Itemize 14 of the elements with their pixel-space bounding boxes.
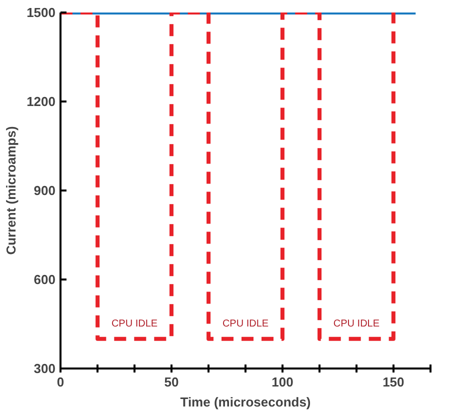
y-tick-label: 900 bbox=[34, 183, 56, 198]
x-tick-label: 50 bbox=[164, 374, 179, 390]
annotation: CPU IDLE bbox=[333, 318, 380, 330]
y-tick-label: 300 bbox=[34, 361, 56, 376]
y-tick-label: 1500 bbox=[26, 5, 56, 20]
y-axis-title: Current (microamps) bbox=[4, 126, 19, 255]
x-tick-label: 100 bbox=[272, 374, 294, 390]
x-tick-label: 150 bbox=[382, 374, 404, 390]
annotation: CPU IDLE bbox=[111, 318, 158, 330]
x-tick-label: 0 bbox=[56, 374, 64, 390]
annotation: CPU IDLE bbox=[222, 318, 269, 330]
y-tick-label: 600 bbox=[34, 272, 56, 287]
y-tick-label: 1200 bbox=[26, 94, 56, 109]
x-axis-title: Time (microseconds) bbox=[180, 394, 311, 410]
